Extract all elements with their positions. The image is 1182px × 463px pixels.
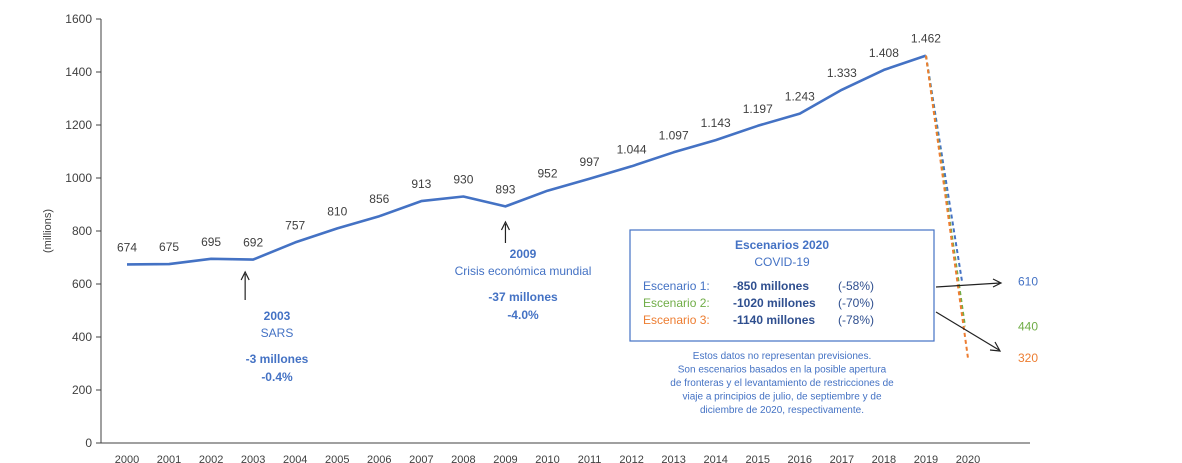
x-tick-label: 2005 — [325, 454, 349, 463]
data-label: 997 — [580, 155, 600, 169]
data-label: 692 — [243, 236, 263, 250]
scenario-line — [924, 55, 969, 359]
x-tick-label: 2013 — [661, 454, 685, 463]
data-label: 1.243 — [785, 90, 815, 104]
annotation-change: -3 millones — [246, 352, 309, 366]
x-tick-label: 2017 — [830, 454, 854, 463]
legend-row-pct: (-70%) — [838, 296, 874, 310]
x-tick-label: 2019 — [914, 454, 938, 463]
data-label: 856 — [369, 192, 389, 206]
annotation-event: SARS — [261, 326, 294, 340]
data-label: 1.097 — [659, 128, 689, 142]
annotation-pct: -0.4% — [261, 370, 293, 384]
legend-arrow-shaft — [935, 311, 1000, 351]
data-label: 913 — [411, 177, 431, 191]
scenario-end-label: 320 — [1018, 351, 1038, 365]
axes: 0 200 400 600 800 1000 1200 1400 1600 (millions) 2… — [42, 12, 1030, 463]
x-tick-label: 2009 — [493, 454, 517, 463]
x-tick-label: 2001 — [157, 454, 181, 463]
note-line: Son escenarios basados en la posible ape… — [678, 365, 887, 376]
x-tick-label: 2008 — [451, 454, 475, 463]
x-tick-label: 2012 — [619, 454, 643, 463]
x-tick-label: 2007 — [409, 454, 433, 463]
legend-row-pct: (-58%) — [838, 279, 874, 293]
data-label: 674 — [117, 240, 137, 254]
x-tick-label: 2000 — [115, 454, 139, 463]
note-line: diciembre de 2020, respectivamente. — [700, 405, 864, 416]
note-line: Estos datos no representan previsiones. — [693, 351, 871, 362]
y-tick-label: 1600 — [65, 12, 92, 26]
legend-row-pct: (-78%) — [838, 313, 874, 327]
legend-arrow-head — [989, 341, 1002, 352]
data-label: 1.143 — [701, 116, 731, 130]
x-tick-label: 2015 — [746, 454, 770, 463]
data-label: 952 — [537, 167, 557, 181]
scenario-note: Estos datos no representan previsiones. S… — [670, 351, 894, 416]
y-tick-label: 200 — [72, 383, 92, 397]
data-label: 1.197 — [743, 102, 773, 116]
note-line: de fronteras y el levantamiento de restr… — [670, 378, 894, 389]
x-tick-label: 2014 — [703, 454, 727, 463]
x-tick-label: 2004 — [283, 454, 307, 463]
y-tick-label: 400 — [72, 330, 92, 344]
annotation-change: -37 millones — [488, 290, 558, 304]
x-tick-label: 2016 — [788, 454, 812, 463]
y-axis-label: (millions) — [42, 209, 54, 253]
series-group: 674 675 695 692 757 810 856 913 930 893 952 997 1.04… — [117, 32, 941, 266]
arrow-head — [500, 220, 510, 231]
y-tick-label: 1200 — [65, 118, 92, 132]
legend-row-value: -1140 millones — [733, 313, 815, 327]
legend-row-name: Escenario 2: — [643, 296, 710, 310]
x-tick-label: 2003 — [241, 454, 265, 463]
legend-title: Escenarios 2020 — [735, 238, 829, 252]
x-tick-label: 2020 — [956, 454, 980, 463]
legend-row-value: -1020 millones — [733, 296, 816, 310]
annotation-event: Crisis económica mundial — [455, 264, 592, 278]
annotation-year: 2003 — [264, 309, 291, 323]
arrow-head — [240, 270, 250, 281]
legend-row-value: -850 millones — [733, 279, 809, 293]
x-tick-label: 2010 — [535, 454, 559, 463]
scenario-end-label: 440 — [1018, 319, 1038, 333]
scenario-end-label: 610 — [1018, 274, 1038, 288]
x-tick-label: 2006 — [367, 454, 391, 463]
y-tick-label: 1400 — [65, 65, 92, 79]
data-label: 893 — [495, 182, 515, 196]
data-label: 757 — [285, 218, 305, 232]
legend-row-name: Escenario 1: — [643, 279, 710, 293]
y-tick-label: 800 — [72, 224, 92, 238]
data-label: 930 — [453, 173, 473, 187]
scenario-legend-box: Escenarios 2020 COVID-19 Escenario 1: -85… — [629, 229, 1003, 352]
data-label: 1.333 — [827, 66, 857, 80]
legend-row-name: Escenario 3: — [643, 313, 710, 327]
data-label: 1.044 — [617, 142, 647, 156]
legend-arrow-head — [992, 278, 1003, 288]
legend-frame — [629, 229, 935, 342]
y-tick-label: 0 — [85, 436, 92, 450]
data-label: 810 — [327, 204, 347, 218]
legend-arrow-shaft — [935, 282, 1001, 288]
x-tick-label: 2002 — [199, 454, 223, 463]
annotation-pct: -4.0% — [507, 308, 539, 322]
x-tick-label: 2018 — [872, 454, 896, 463]
note-line: viaje a principios de julio, de septiemb… — [683, 392, 882, 403]
x-tick-label: 2011 — [578, 454, 602, 463]
scenario-group: 610 440 320 — [924, 55, 1038, 365]
data-label: 695 — [201, 235, 221, 249]
data-label: 1.408 — [869, 46, 899, 60]
legend-subtitle: COVID-19 — [754, 255, 810, 269]
data-label: 1.462 — [911, 32, 941, 46]
annotation-group: 2003 SARS -3 millones -0.4% 2009 Crisis econó… — [240, 220, 592, 384]
y-tick-label: 600 — [72, 277, 92, 291]
y-tick-label: 1000 — [65, 171, 92, 185]
series-line — [126, 54, 927, 266]
annotation-year: 2009 — [510, 247, 537, 261]
data-label: 675 — [159, 240, 179, 254]
